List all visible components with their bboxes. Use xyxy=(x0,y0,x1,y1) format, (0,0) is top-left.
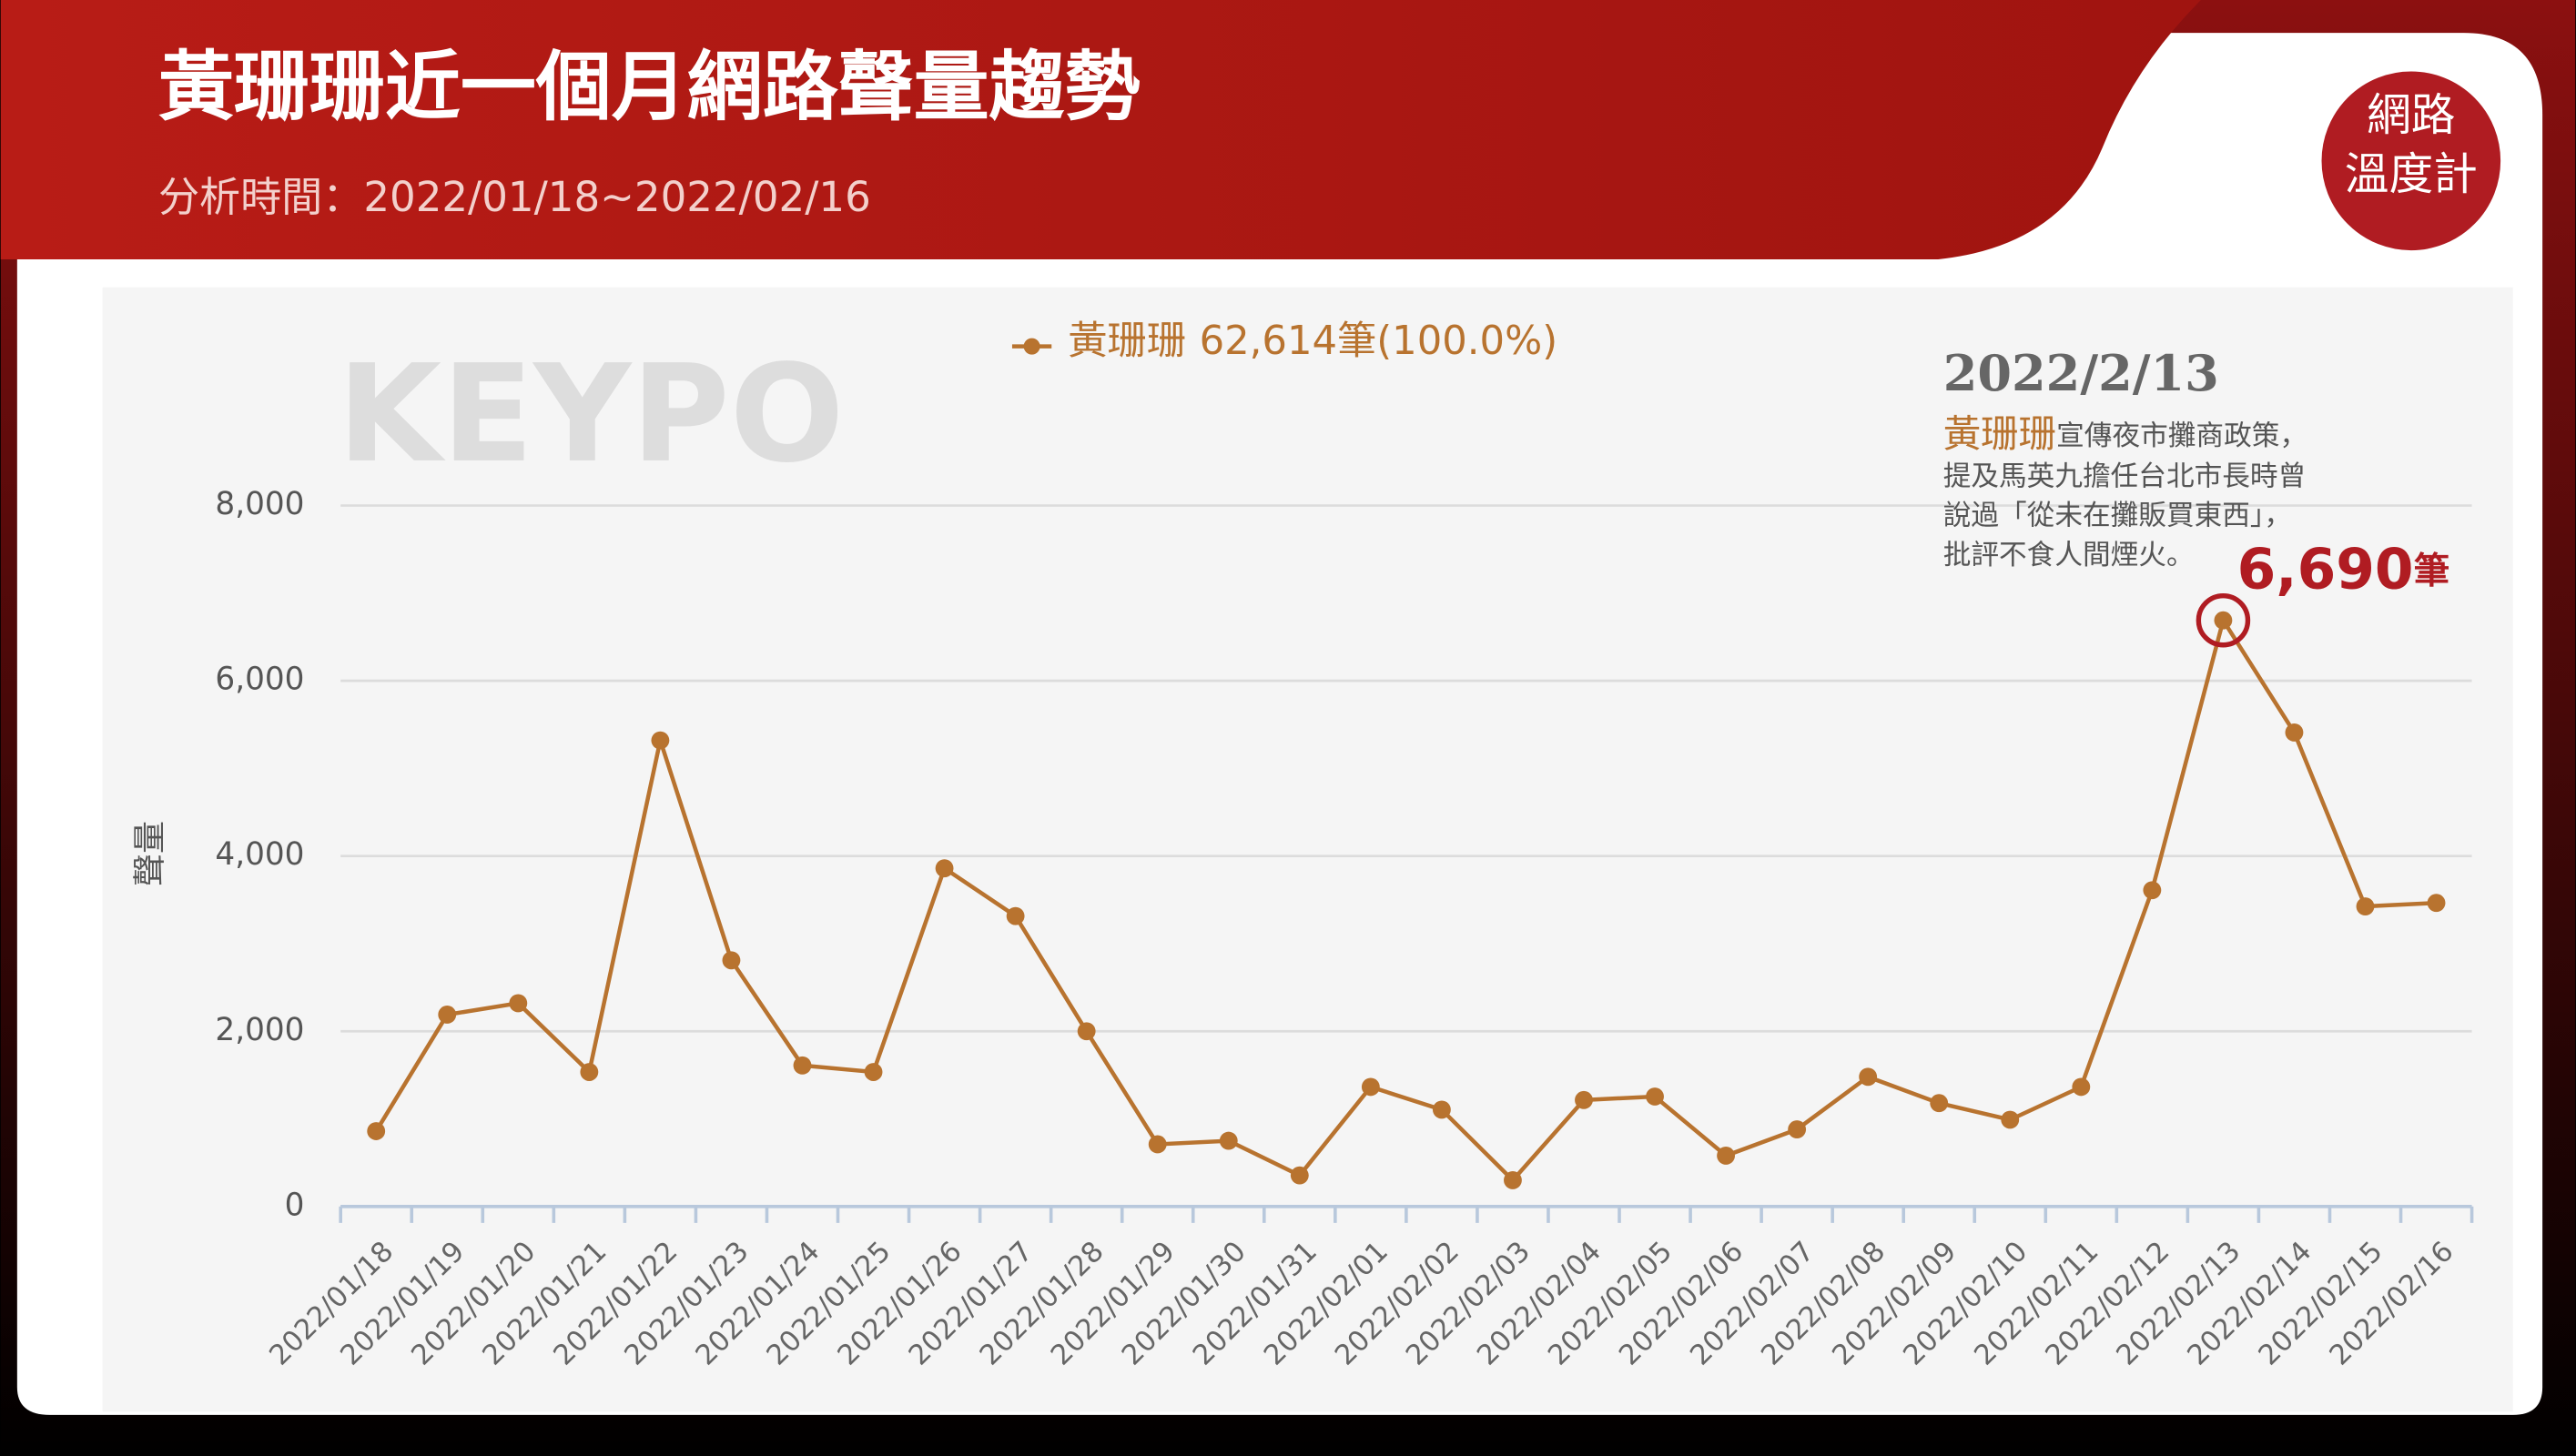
data-point xyxy=(864,1063,883,1081)
legend-marker xyxy=(1023,338,1040,355)
data-point xyxy=(509,994,528,1013)
page-subtitle: 分析時間：2022/01/18~2022/02/16 xyxy=(158,173,871,221)
data-point xyxy=(651,731,670,750)
annotation-unit: 筆 xyxy=(2414,550,2450,592)
watermark: KEYPO xyxy=(338,336,845,492)
header-band xyxy=(0,0,2201,260)
data-point xyxy=(1788,1120,1807,1139)
data-point xyxy=(367,1122,386,1140)
annotation-date: 2022/2/13 xyxy=(1943,344,2219,402)
data-point xyxy=(1504,1171,1522,1189)
y-tick-label: 6,000 xyxy=(215,662,304,698)
chart-panel xyxy=(102,287,2513,1412)
badge-line: 網路 xyxy=(2367,90,2455,141)
annotation-line: 宣傳夜市攤商政策， xyxy=(2056,420,2307,451)
data-point xyxy=(1290,1166,1309,1185)
annotation-text: 說過「從未在攤販買東西」， xyxy=(1943,500,2292,532)
data-point xyxy=(1077,1022,1096,1041)
data-point xyxy=(580,1063,599,1081)
data-point xyxy=(1432,1100,1451,1119)
annotation-text: 提及馬英九擔任台北市長時曾 xyxy=(1943,460,2307,492)
y-tick-label: 8,000 xyxy=(215,486,304,522)
y-tick-label: 2,000 xyxy=(215,1012,304,1048)
data-point xyxy=(1219,1131,1238,1150)
y-tick-label: 0 xyxy=(285,1187,305,1223)
annotation-value: 6,690筆 xyxy=(2237,537,2450,602)
data-point xyxy=(1646,1087,1664,1106)
data-point xyxy=(722,951,741,970)
legend-note: 62,614筆(100.0%) xyxy=(1200,318,1558,364)
annotation-text: 黃珊珊宣傳夜市攤商政策， xyxy=(1943,411,2307,456)
data-point xyxy=(793,1056,812,1075)
badge-line: 溫度計 xyxy=(2345,149,2478,200)
data-point xyxy=(1930,1094,1949,1113)
series-line xyxy=(374,615,2437,1184)
data-point xyxy=(1361,1077,1380,1097)
highlight-ring xyxy=(2196,592,2251,648)
data-point xyxy=(1006,906,1025,925)
data-point xyxy=(1717,1147,1736,1165)
data-point xyxy=(2214,611,2233,630)
y-tick-label: 4,000 xyxy=(215,836,304,873)
y-axis-label: 聲量 xyxy=(131,821,169,886)
data-point xyxy=(935,859,954,878)
badge xyxy=(2317,66,2506,256)
data-point xyxy=(2285,723,2304,742)
data-point xyxy=(2143,881,2162,900)
annotation-text: 批評不食人間煙火。 xyxy=(1943,540,2195,571)
data-point xyxy=(2427,894,2446,913)
data-point xyxy=(1148,1135,1167,1154)
page-title: 黃珊珊近一個月網路聲量趨勢 xyxy=(158,43,1141,131)
annotation-highlight: 黃珊珊 xyxy=(1943,411,2056,456)
annotation-value-label: 6,690 xyxy=(2237,537,2414,602)
data-point xyxy=(438,1006,457,1024)
data-point xyxy=(2001,1110,2020,1129)
data-point xyxy=(2072,1077,2091,1097)
data-point xyxy=(1859,1067,1878,1087)
legend-name: 黃珊珊 xyxy=(1068,318,1186,364)
legend-entry: 黃珊珊 62,614筆(100.0%) xyxy=(1068,318,1557,364)
data-point xyxy=(2356,897,2375,915)
data-point xyxy=(1575,1090,1593,1109)
